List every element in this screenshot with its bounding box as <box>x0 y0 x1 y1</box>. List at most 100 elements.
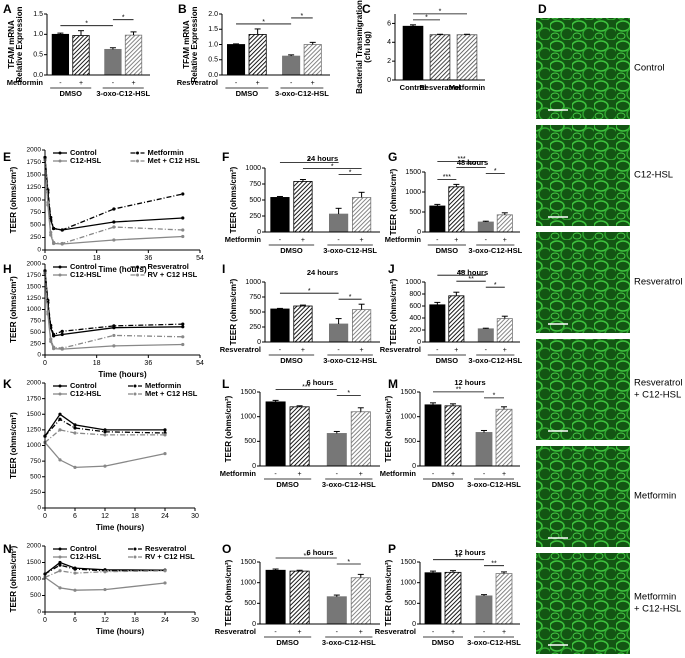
y-tick-label: 1000 <box>27 442 42 449</box>
bar <box>104 48 122 76</box>
group-label: 3-oxo-C12-HSL <box>467 480 521 489</box>
legend-label: Control <box>70 381 97 390</box>
group-label: 3-oxo-C12-HSL <box>468 356 522 365</box>
series-marker <box>73 426 77 430</box>
bar <box>289 406 310 467</box>
x-tick-label: + <box>360 237 364 244</box>
bar <box>326 433 347 467</box>
y-tick-label: 0 <box>37 609 41 616</box>
x-axis-label: Time (hours) <box>98 265 147 274</box>
y-tick-label: 1000 <box>400 414 416 421</box>
x-tick-label: - <box>59 80 62 87</box>
series-marker <box>58 412 62 416</box>
y-tick-label: 250 <box>30 234 41 241</box>
y-tick-label: 0 <box>387 77 391 84</box>
x-tick-label: 36 <box>144 255 152 262</box>
significance-label: ** <box>491 561 497 568</box>
bar <box>477 328 494 343</box>
y-tick-label: 250 <box>249 213 261 220</box>
y-axis-label: Relative Expression <box>190 6 199 82</box>
panel-letter: O <box>222 542 231 556</box>
series-line <box>44 159 183 245</box>
panel-letter: C <box>362 2 371 16</box>
legend-marker <box>58 151 62 155</box>
bar <box>475 432 493 467</box>
group-label: DMSO <box>436 356 459 365</box>
series-marker <box>46 298 50 302</box>
x-tick-label: 18 <box>131 513 139 520</box>
x-tick-label: 6 <box>73 617 77 624</box>
treatment-label: Metformin <box>385 235 422 244</box>
y-tick-label: 2000 <box>27 147 42 154</box>
series-marker <box>112 207 116 211</box>
y-tick-label: 600 <box>409 303 421 310</box>
x-tick-label: + <box>298 629 302 636</box>
group-label: DMSO <box>432 480 455 489</box>
y-tick-label: 0 <box>37 505 41 512</box>
bar <box>448 186 465 233</box>
series-marker <box>103 570 107 574</box>
y-tick-label: 200 <box>409 327 421 334</box>
bar <box>328 323 349 343</box>
bar <box>444 571 462 625</box>
legend-marker <box>133 384 137 388</box>
bar <box>51 33 70 76</box>
legend-label: Met + C12 HSL <box>148 156 201 165</box>
y-tick-label: 750 <box>30 458 41 465</box>
micrograph <box>536 125 630 226</box>
group-label: 3-oxo-C12-HSL <box>468 246 522 255</box>
y-tick-label: 500 <box>30 222 41 229</box>
y-tick-label: 500 <box>249 309 261 316</box>
x-tick-label: + <box>503 347 507 354</box>
bar <box>270 197 290 233</box>
x-tick-label: - <box>235 80 238 87</box>
significance-label: * <box>308 288 311 295</box>
legend-label: Resveratrol <box>145 544 186 553</box>
y-tick-label: 0 <box>412 621 416 628</box>
group-label: 3-oxo-C12-HSL <box>322 480 376 489</box>
series-marker <box>58 586 62 590</box>
y-axis-label: Relative Expression <box>15 6 24 82</box>
y-tick-label: 500 <box>30 473 41 480</box>
x-tick-label: 18 <box>93 360 101 367</box>
bar <box>265 569 286 625</box>
micrograph-glow <box>536 446 630 547</box>
bar <box>265 401 286 467</box>
significance-label: * <box>122 15 125 22</box>
panel-letter: A <box>3 2 12 16</box>
bar <box>293 305 313 343</box>
significance-label: * <box>349 294 352 301</box>
x-tick-label: - <box>436 237 439 244</box>
x-tick-label: 54 <box>196 255 204 262</box>
y-tick-label: 250 <box>30 340 41 347</box>
y-axis-label: TFAM mRNA <box>182 20 191 69</box>
series-marker <box>49 215 53 220</box>
y-tick-label: 2.0 <box>208 11 218 18</box>
legend-marker <box>58 555 62 559</box>
y-tick-label: 0 <box>252 463 256 470</box>
y-tick-label: 1000 <box>27 197 42 204</box>
panel-letter: N <box>3 542 12 556</box>
y-tick-label: 1000 <box>405 279 421 286</box>
y-tick-label: 500 <box>30 592 41 599</box>
legend-marker <box>58 273 62 277</box>
series-marker <box>60 346 64 350</box>
bar <box>496 214 513 233</box>
y-tick-label: 1250 <box>27 427 42 434</box>
series-marker <box>112 324 116 328</box>
series-marker <box>46 200 50 205</box>
y-axis-label: TEER (ohms/cm²) <box>9 166 18 233</box>
x-tick-label: - <box>290 80 293 87</box>
x-tick-label: + <box>301 347 305 354</box>
group-label: DMSO <box>276 638 299 647</box>
group-label: DMSO <box>432 638 455 647</box>
series-marker <box>58 428 62 432</box>
x-tick-label: + <box>360 347 364 354</box>
y-tick-label: 0 <box>417 339 421 346</box>
y-tick-label: 500 <box>249 197 261 204</box>
x-tick-label: - <box>336 629 339 636</box>
x-tick-label: Metformin <box>449 83 486 92</box>
x-tick-label: - <box>112 80 115 87</box>
y-tick-label: 500 <box>409 209 421 216</box>
series-marker <box>49 230 53 235</box>
